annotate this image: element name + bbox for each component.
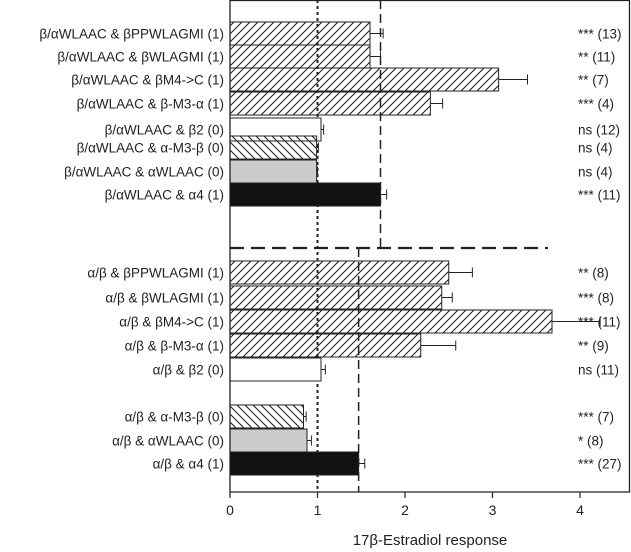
significance-label-4: *** (4) — [578, 97, 614, 112]
category-label-16: α/β & α4 (1) — [153, 457, 224, 472]
significance-label-9: ** (8) — [578, 266, 609, 281]
bar-6 — [229, 135, 318, 160]
x-axis-title: 17β-Estradiol response — [353, 532, 508, 549]
category-label-8: β/αWLAAC & α4 (1) — [105, 188, 224, 203]
bar-7 — [229, 159, 318, 184]
significance-labels: *** (13) ** (11) ** (7) *** (4) ns (12) ns (4… — [578, 27, 622, 472]
x-tick-label-0: 0 — [226, 502, 234, 518]
bar-8 — [229, 182, 381, 207]
significance-label-15: * (8) — [578, 434, 604, 449]
category-labels: β/αWLAAC & βPPWLAGMI (1) β/αWLAAC & βWLAG… — [39, 27, 224, 472]
category-label-2: β/αWLAAC & βWLAGMI (1) — [57, 50, 224, 65]
reference-lines — [230, 0, 548, 492]
x-tick-label-3: 3 — [489, 502, 497, 518]
category-label-10: α/β & βWLAGMI (1) — [105, 291, 224, 306]
category-label-3: β/αWLAAC & βM4->C (1) — [71, 73, 224, 88]
significance-label-8: *** (11) — [578, 188, 621, 203]
significance-label-13: ns (11) — [578, 363, 619, 378]
significance-label-6: ns (4) — [578, 141, 613, 156]
bar-10 — [229, 285, 443, 310]
bar-11 — [229, 309, 553, 334]
significance-label-10: *** (8) — [578, 291, 614, 306]
bar-2 — [229, 44, 371, 69]
x-axis: 0 1 2 3 4 — [226, 0, 631, 518]
x-tick-label-2: 2 — [401, 502, 409, 518]
bars — [229, 21, 601, 476]
bar-3 — [229, 67, 500, 92]
significance-label-2: ** (11) — [578, 50, 615, 65]
x-tick-label-1: 1 — [314, 502, 322, 518]
bar-9 — [229, 260, 450, 285]
bar-13 — [229, 357, 322, 382]
bar-14 — [229, 404, 304, 429]
bar-4 — [229, 91, 431, 116]
category-label-6: β/αWLAAC & α-M3-β (0) — [77, 141, 224, 156]
significance-label-11: *** (11) — [578, 315, 621, 330]
significance-label-7: ns (4) — [578, 165, 613, 180]
category-label-9: α/β & βPPWLAGMI (1) — [87, 266, 224, 281]
category-label-1: β/αWLAAC & βPPWLAGMI (1) — [39, 27, 224, 42]
category-label-15: α/β & αWLAAC (0) — [112, 434, 224, 449]
significance-label-5: ns (12) — [578, 123, 620, 138]
significance-label-12: ** (9) — [578, 339, 609, 354]
bar-1 — [229, 21, 371, 46]
bar-12 — [229, 333, 422, 358]
significance-label-14: *** (7) — [578, 410, 614, 425]
significance-label-1: *** (13) — [578, 27, 622, 42]
category-label-4: β/αWLAAC & β-M3-α (1) — [77, 97, 224, 112]
category-label-14: α/β & α-M3-β (0) — [125, 410, 224, 425]
bar-15 — [229, 428, 308, 453]
category-label-7: β/αWLAAC & αWLAAC (0) — [64, 165, 224, 180]
significance-label-3: ** (7) — [578, 73, 609, 88]
bar-16 — [229, 451, 360, 476]
category-label-11: α/β & βM4->C (1) — [119, 315, 224, 330]
category-label-12: α/β & β-M3-α (1) — [125, 339, 224, 354]
category-label-13: α/β & β2 (0) — [153, 363, 224, 378]
category-label-5: β/αWLAAC & β2 (0) — [105, 123, 224, 138]
significance-label-16: *** (27) — [578, 457, 622, 472]
x-tick-label-4: 4 — [576, 502, 584, 518]
